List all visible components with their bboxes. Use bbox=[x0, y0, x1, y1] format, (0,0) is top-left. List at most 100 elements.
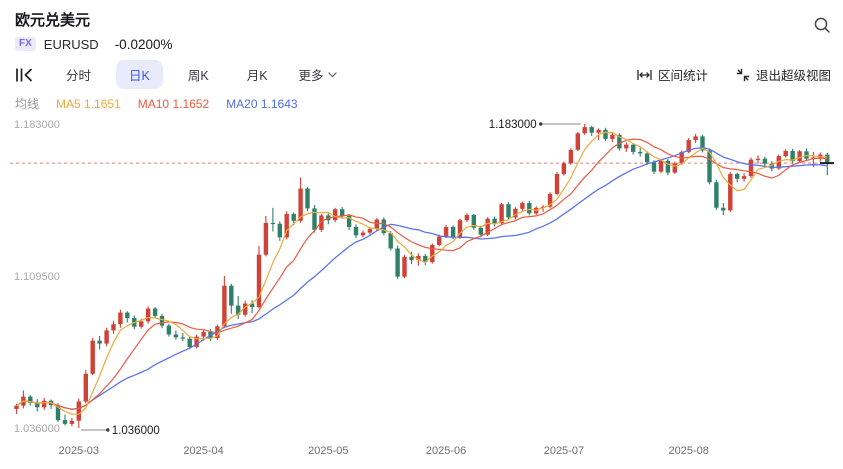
candle bbox=[658, 160, 664, 172]
candle bbox=[305, 188, 310, 209]
candle bbox=[714, 182, 719, 208]
candle bbox=[457, 220, 463, 238]
search-icon[interactable] bbox=[812, 15, 832, 35]
change-percent: -0.0200% bbox=[114, 36, 173, 52]
tab-daily-k[interactable]: 日K bbox=[116, 60, 163, 89]
ma5-line bbox=[16, 131, 828, 415]
candle bbox=[769, 163, 774, 169]
candle bbox=[527, 203, 532, 214]
candle bbox=[589, 127, 594, 133]
market-type-badge: FX bbox=[15, 37, 36, 51]
range-arrows-icon bbox=[637, 69, 652, 80]
candle bbox=[631, 144, 636, 152]
candle bbox=[818, 154, 823, 158]
candle bbox=[700, 136, 705, 151]
ma10-line bbox=[16, 138, 828, 410]
candle bbox=[409, 256, 414, 261]
candle bbox=[430, 245, 435, 263]
candle bbox=[90, 340, 95, 374]
candle bbox=[721, 207, 726, 211]
candle bbox=[152, 308, 158, 316]
candle bbox=[83, 373, 88, 402]
candle bbox=[402, 256, 407, 277]
candles-layer bbox=[14, 124, 830, 428]
exit-superview-button[interactable]: 退出超级视图 bbox=[736, 65, 831, 84]
candle bbox=[104, 330, 109, 344]
candle bbox=[388, 233, 393, 249]
candle bbox=[263, 222, 269, 255]
tab-minute[interactable]: 分时 bbox=[66, 69, 92, 83]
tab-monthly-k[interactable]: 月K bbox=[246, 69, 268, 83]
candle bbox=[173, 334, 179, 338]
candle bbox=[485, 218, 490, 235]
chevron-down-icon bbox=[327, 71, 337, 78]
y-axis-label: 1.183000 bbox=[14, 119, 60, 131]
candle bbox=[450, 227, 456, 238]
candle bbox=[28, 396, 33, 403]
candle bbox=[582, 127, 587, 134]
range-stats-button[interactable]: 区间统计 bbox=[637, 65, 708, 84]
candle bbox=[797, 151, 802, 162]
x-axis-label: 2025-04 bbox=[183, 445, 223, 457]
candle bbox=[437, 236, 442, 245]
candle bbox=[118, 312, 123, 325]
candle bbox=[159, 315, 165, 326]
y-axis-label: 1.109500 bbox=[14, 271, 60, 283]
candle bbox=[506, 204, 511, 218]
candle bbox=[55, 405, 61, 421]
candle bbox=[520, 203, 525, 209]
y-axis-label: 1.036000 bbox=[14, 423, 60, 435]
candle bbox=[471, 215, 476, 228]
candle bbox=[568, 149, 574, 164]
candle bbox=[360, 232, 366, 236]
candle bbox=[69, 420, 75, 424]
page-title: 欧元兑美元 bbox=[15, 12, 91, 29]
candle bbox=[443, 227, 449, 237]
candle bbox=[270, 222, 276, 225]
candle bbox=[277, 223, 282, 238]
candle bbox=[624, 144, 629, 149]
candle bbox=[291, 214, 296, 221]
candle bbox=[125, 312, 130, 318]
candle bbox=[554, 174, 560, 194]
collapse-panel-icon[interactable] bbox=[15, 67, 33, 83]
ma20-legend: MA20 1.1643 bbox=[226, 96, 298, 111]
high-annotation: 1.183000 bbox=[489, 119, 537, 131]
candle bbox=[367, 229, 373, 233]
candle bbox=[644, 153, 650, 163]
more-menu-button[interactable]: 更多 bbox=[293, 60, 343, 89]
candle bbox=[665, 160, 671, 173]
candle bbox=[284, 214, 289, 238]
candle bbox=[395, 248, 400, 277]
candle bbox=[735, 174, 740, 179]
candle bbox=[638, 151, 643, 154]
candle bbox=[416, 255, 421, 260]
candle bbox=[222, 285, 227, 327]
x-axis-label: 2025-03 bbox=[59, 445, 99, 457]
candle bbox=[603, 129, 608, 139]
candle bbox=[651, 162, 657, 172]
chart-toolbar: 分时 日K 周K 月K 更多 区间统计 bbox=[15, 60, 831, 89]
candle bbox=[187, 338, 192, 347]
ma20-line bbox=[16, 147, 828, 410]
candle bbox=[194, 336, 199, 347]
candle bbox=[145, 308, 151, 322]
candle bbox=[111, 324, 116, 331]
candle bbox=[76, 401, 81, 421]
candle bbox=[776, 156, 781, 169]
candle bbox=[312, 208, 317, 230]
candle bbox=[166, 325, 172, 335]
candle bbox=[686, 140, 691, 152]
candle bbox=[575, 133, 580, 150]
tab-weekly-k[interactable]: 周K bbox=[187, 69, 209, 83]
more-menu-label: 更多 bbox=[298, 69, 324, 83]
candle bbox=[596, 129, 601, 133]
candle bbox=[249, 303, 255, 307]
exit-superview-label: 退出超级视图 bbox=[755, 69, 831, 83]
candle bbox=[229, 285, 234, 306]
candle bbox=[707, 150, 712, 183]
candle bbox=[790, 150, 795, 162]
candle bbox=[374, 219, 379, 229]
